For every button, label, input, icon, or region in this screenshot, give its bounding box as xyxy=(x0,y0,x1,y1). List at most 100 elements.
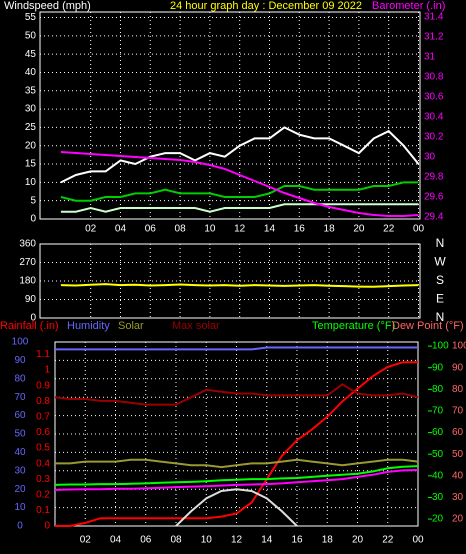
series-line xyxy=(54,465,419,486)
y-tick-label: 30.2 xyxy=(424,132,444,143)
series-line xyxy=(55,458,419,469)
y-tick-label: 50 xyxy=(432,449,444,460)
x-tick-label: 18 xyxy=(322,535,334,546)
x-tick-label: 14 xyxy=(264,224,276,235)
series-line xyxy=(54,383,419,406)
y-tick-label: 60 xyxy=(14,410,26,421)
y-tick-label: 360 xyxy=(19,239,36,250)
y-tick-label: 0 xyxy=(30,313,36,324)
y-tick-label: 40 xyxy=(25,67,37,78)
y-tick-label: 30.4 xyxy=(424,112,444,123)
y-tick-label: 0.6 xyxy=(36,427,50,438)
compass-label: S xyxy=(436,273,444,287)
y-tick-label: 270 xyxy=(19,257,36,268)
rain-axis-title: Rainfall (.in) xyxy=(0,320,59,332)
series-line xyxy=(60,151,419,217)
x-tick-label: 00 xyxy=(412,535,424,546)
series-line xyxy=(54,469,419,491)
x-tick-label: 12 xyxy=(231,535,243,546)
y-tick-label: 70 xyxy=(14,392,26,403)
y-tick-label: 90 xyxy=(452,362,464,373)
y-tick-label: 0.3 xyxy=(36,474,50,485)
x-tick-label: 02 xyxy=(85,224,97,235)
dewpoint-axis-title: Dew Point (°F) xyxy=(392,320,464,332)
y-tick-label: 10 xyxy=(14,502,26,513)
y-tick-label: 30 xyxy=(432,492,444,503)
compass-label: N xyxy=(436,310,445,324)
y-tick-label: 31.2 xyxy=(424,32,444,43)
x-tick-label: 20 xyxy=(353,224,365,235)
x-tick-label: 04 xyxy=(110,535,122,546)
x-tick-label: 22 xyxy=(382,535,394,546)
y-tick-label: 0.5 xyxy=(36,443,50,454)
x-tick-label: 16 xyxy=(294,224,306,235)
y-tick-label: 35 xyxy=(25,85,37,96)
y-tick-label: 100 xyxy=(12,337,29,348)
y-tick-label: 5 xyxy=(30,195,36,206)
x-tick-label: 06 xyxy=(140,535,152,546)
y-tick-label: 50 xyxy=(25,30,37,41)
y-tick-label: 20 xyxy=(25,140,37,151)
y-tick-label: 29.8 xyxy=(424,172,444,183)
x-tick-label: 08 xyxy=(170,535,182,546)
series-line xyxy=(60,203,419,213)
y-tick-label: 0.2 xyxy=(36,489,50,500)
y-tick-label: 60 xyxy=(432,427,444,438)
y-tick-label: 40 xyxy=(452,470,464,481)
y-tick-label: 80 xyxy=(432,384,444,395)
y-tick-label: 60 xyxy=(452,427,464,438)
x-tick-label: 10 xyxy=(201,535,213,546)
y-tick-label: 0.9 xyxy=(36,380,50,391)
x-tick-label: 14 xyxy=(261,535,273,546)
wind-axis-title: Windspeed (mph) xyxy=(4,0,91,12)
series-line xyxy=(60,181,419,202)
series-line xyxy=(55,361,418,527)
y-tick-label: 30 xyxy=(452,492,464,503)
y-tick-label: 100 xyxy=(452,341,466,352)
plot-frame xyxy=(39,11,421,220)
humidity-axis-title: Humidity xyxy=(67,320,110,332)
y-tick-label: 20 xyxy=(14,484,26,495)
compass-label: E xyxy=(436,292,444,306)
y-tick-label: 1 xyxy=(44,365,50,376)
x-tick-label: 20 xyxy=(352,535,364,546)
compass-label: W xyxy=(434,255,446,269)
y-tick-label: 55 xyxy=(25,12,37,23)
y-tick-label: 90 xyxy=(14,355,26,366)
temperature-axis-title: Temperature (°F) xyxy=(312,320,395,332)
series-line xyxy=(55,346,418,351)
y-tick-label: 45 xyxy=(25,49,37,60)
y-tick-label: 70 xyxy=(432,406,444,417)
y-tick-label: 0 xyxy=(30,214,36,225)
y-tick-label: 0.7 xyxy=(36,411,50,422)
y-tick-label: 15 xyxy=(25,159,37,170)
y-tick-label: 29.4 xyxy=(424,212,444,223)
y-tick-label: 180 xyxy=(19,276,36,287)
x-tick-label: 02 xyxy=(80,535,92,546)
series-line xyxy=(60,126,420,184)
x-tick-label: 18 xyxy=(324,224,336,235)
y-tick-label: 90 xyxy=(25,294,37,305)
y-tick-label: 29.6 xyxy=(424,192,444,203)
y-tick-label: 30.8 xyxy=(424,72,444,83)
x-tick-label: 04 xyxy=(115,224,127,235)
barometer-axis-title: Barometer (.in) xyxy=(372,0,445,12)
y-tick-label: 0.4 xyxy=(36,458,50,469)
y-tick-label: 1.1 xyxy=(36,349,50,360)
y-tick-label: 50 xyxy=(452,449,464,460)
x-tick-label: 06 xyxy=(145,224,157,235)
x-tick-label: 08 xyxy=(175,224,187,235)
y-tick-label: 0 xyxy=(17,521,23,532)
y-tick-label: 30.6 xyxy=(424,92,444,103)
y-tick-label: 0 xyxy=(44,521,50,532)
y-tick-label: 20 xyxy=(432,514,444,525)
y-tick-label: 90 xyxy=(432,362,444,373)
chart-title: 24 hour graph day : December 09 2022 xyxy=(170,0,362,12)
x-tick-label: 16 xyxy=(291,535,303,546)
y-tick-label: 70 xyxy=(452,406,464,417)
y-tick-label: 0.8 xyxy=(36,396,50,407)
x-tick-label: 12 xyxy=(234,224,246,235)
x-tick-label: 22 xyxy=(383,224,395,235)
x-tick-label: 00 xyxy=(413,224,425,235)
y-tick-label: 50 xyxy=(14,429,26,440)
